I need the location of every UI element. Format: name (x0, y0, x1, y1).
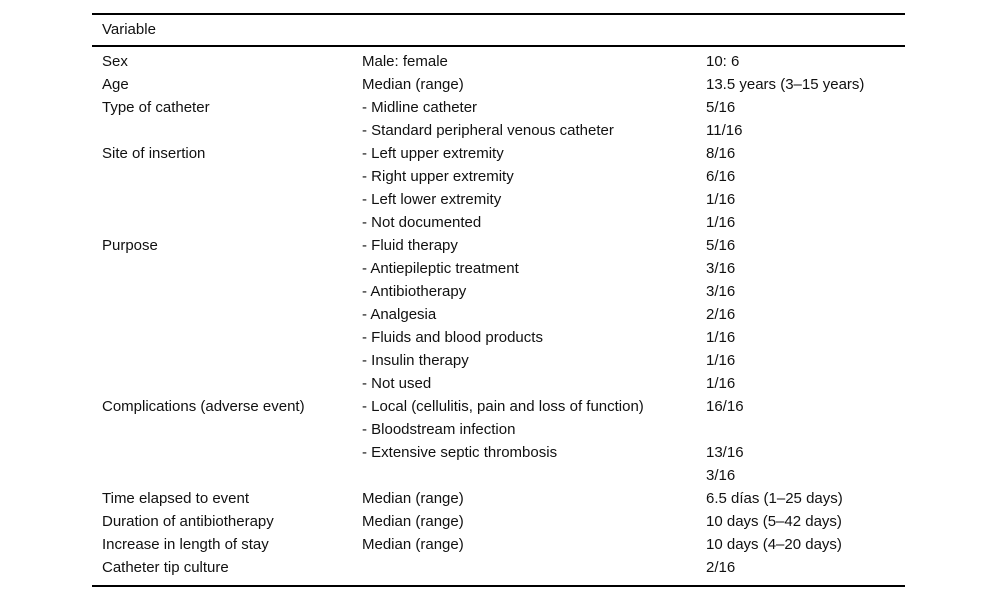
cell-value: 3/16 (706, 260, 736, 277)
cell-variable (102, 257, 362, 280)
cell-value: 3/16 (706, 283, 736, 300)
table-row: - Insulin therapy 1/16 (92, 349, 905, 372)
table-header-row: Variable (92, 15, 905, 45)
cell-value: 16/16 (706, 398, 744, 415)
cell-value: 1/16 (706, 375, 736, 392)
cell-value: 1/16 (706, 329, 736, 346)
cell-variable: Catheter tip culture (102, 559, 229, 576)
cell-descriptor: - Antibiotherapy (362, 283, 467, 300)
cell-descriptor: - Bloodstream infection (362, 421, 516, 438)
cell-value: 3/16 (706, 467, 736, 484)
cell-descriptor (362, 556, 706, 579)
table-header-rule (92, 44, 905, 47)
table-row: Time elapsed to event Median (range) 6.5 d… (92, 487, 905, 510)
cell-variable: Type of catheter (102, 99, 210, 116)
cell-variable: Site of insertion (102, 145, 206, 162)
cell-value: 2/16 (706, 306, 736, 323)
table-row: Duration of antibiotherapy Median (range)… (92, 510, 905, 533)
table-row: - Fluids and blood products 1/16 (92, 326, 905, 349)
cell-descriptor: - Analgesia (362, 306, 437, 323)
cell-variable: Age (102, 76, 129, 93)
table-row: - Antiepileptic treatment 3/16 (92, 257, 905, 280)
cell-variable (102, 441, 362, 464)
table-row: Catheter tip culture 2/16 (92, 556, 905, 579)
cell-variable (102, 464, 362, 487)
table-row: Site of insertion - Left upper extremity 8… (92, 142, 905, 165)
cell-value: 6/16 (706, 168, 736, 185)
table-row: - Not documented 1/16 (92, 211, 905, 234)
cell-descriptor: - Insulin therapy (362, 352, 469, 369)
cell-descriptor: Male: female (362, 53, 448, 70)
cell-variable: Complications (adverse event) (102, 398, 305, 415)
cell-descriptor: - Extensive septic thrombosis (362, 444, 558, 461)
cell-value: 11/16 (706, 122, 743, 139)
cell-value: 13.5 years (3–15 years) (706, 76, 865, 93)
table-row: - Left lower extremity 1/16 (92, 188, 905, 211)
table-row: Purpose - Fluid therapy 5/16 (92, 234, 905, 257)
cell-descriptor: - Local (cellulitis, pain and loss of fu… (362, 398, 644, 415)
cell-variable (102, 418, 362, 441)
cell-variable (102, 280, 362, 303)
cell-descriptor: - Antiepileptic treatment (362, 260, 519, 277)
table-row: Age Median (range) 13.5 years (3–15 years) (92, 73, 905, 96)
cell-value: 10 days (4–20 days) (706, 536, 842, 553)
cell-descriptor: - Left upper extremity (362, 145, 504, 162)
cell-value (706, 418, 905, 441)
table-row: - Antibiotherapy 3/16 (92, 280, 905, 303)
cell-descriptor: - Standard peripheral venous catheter (362, 122, 614, 139)
cell-variable: Increase in length of stay (102, 536, 269, 553)
cell-value: 6.5 días (1–25 days) (706, 490, 843, 507)
cell-value: 10 days (5–42 days) (706, 513, 842, 530)
cell-variable: Purpose (102, 237, 158, 254)
cell-value: 1/16 (706, 352, 736, 369)
cell-value: 1/16 (706, 214, 736, 231)
cell-variable (102, 211, 362, 234)
cell-descriptor: - Not documented (362, 214, 482, 231)
table-top-rule (92, 13, 905, 15)
table-body: Sex Male: female 10: 6 Age Median (range) 13.… (92, 47, 905, 585)
cell-variable (102, 303, 362, 326)
cell-descriptor: - Midline catheter (362, 99, 478, 116)
table-row: Increase in length of stay Median (range)… (92, 533, 905, 556)
cell-descriptor (362, 464, 706, 487)
cell-variable (102, 372, 362, 395)
paper-table: Variable Sex Male: female 10: 6 Age Median (… (92, 13, 905, 587)
cell-descriptor: Median (range) (362, 513, 464, 530)
table-row: Complications (adverse event) - Local (ce… (92, 395, 905, 418)
cell-variable (102, 165, 362, 188)
table-row: - Not used 1/16 (92, 372, 905, 395)
cell-variable (102, 326, 362, 349)
cell-descriptor: - Right upper extremity (362, 168, 514, 185)
cell-descriptor: - Left lower extremity (362, 191, 502, 208)
cell-value: 10: 6 (706, 53, 740, 70)
cell-descriptor: - Fluids and blood products (362, 329, 543, 346)
cell-value: 5/16 (706, 237, 736, 254)
cell-value: 8/16 (706, 145, 736, 162)
table-row: - Standard peripheral venous catheter 11/… (92, 119, 905, 142)
table-row: - Extensive septic thrombosis 13/16 (92, 441, 905, 464)
table-row: - Analgesia 2/16 (92, 303, 905, 326)
table-row: Sex Male: female 10: 6 (92, 50, 905, 73)
cell-value: 5/16 (706, 99, 736, 116)
cell-descriptor: - Fluid therapy (362, 237, 458, 254)
cell-descriptor: Median (range) (362, 76, 464, 93)
cell-value: 1/16 (706, 191, 736, 208)
table-bottom-rule (92, 585, 905, 587)
cell-variable: Time elapsed to event (102, 490, 250, 507)
table-row: Type of catheter - Midline catheter 5/16 (92, 96, 905, 119)
cell-value: 13/16 (706, 444, 744, 461)
column-header-variable: Variable (102, 20, 156, 38)
cell-variable: Sex (102, 53, 128, 70)
cell-descriptor: - Not used (362, 375, 432, 392)
cell-descriptor: Median (range) (362, 490, 464, 507)
cell-value: 2/16 (706, 559, 736, 576)
cell-descriptor: Median (range) (362, 536, 464, 553)
table-row: 3/16 (92, 464, 905, 487)
cell-variable (102, 188, 362, 211)
cell-variable (102, 349, 362, 372)
cell-variable (102, 119, 362, 142)
cell-variable: Duration of antibiotherapy (102, 513, 274, 530)
table-row: - Bloodstream infection (92, 418, 905, 441)
table-row: - Right upper extremity 6/16 (92, 165, 905, 188)
